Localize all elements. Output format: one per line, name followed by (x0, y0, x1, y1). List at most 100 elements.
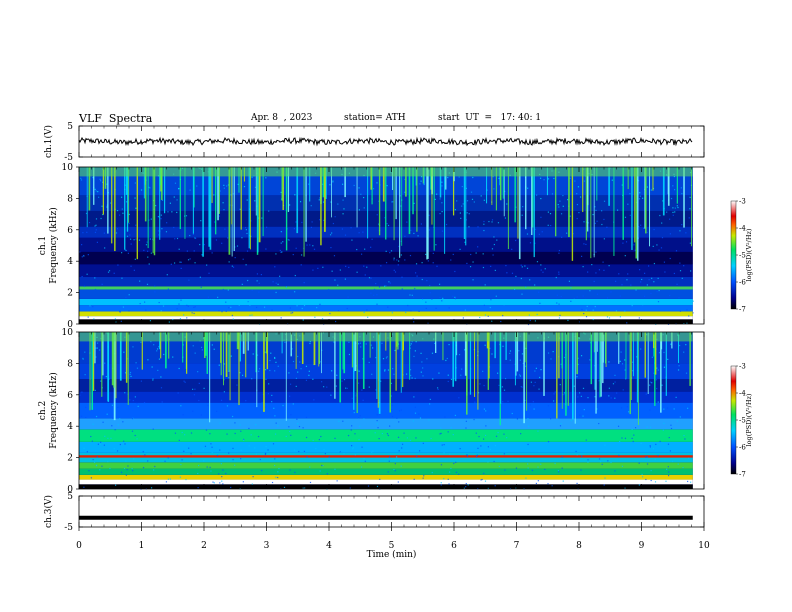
spectrogram-speckle (203, 460, 205, 462)
spectrogram-speckle (219, 190, 221, 192)
spectrogram-speckle (440, 464, 443, 466)
spectrogram-speckle (121, 277, 123, 279)
spectrogram-speckle (634, 249, 636, 251)
spectrogram-speckle (360, 193, 362, 195)
spectrogram-speckle (525, 286, 527, 288)
spectrogram-speckle (249, 304, 251, 306)
spectrogram-speckle (527, 323, 530, 326)
spectrogram-speckle (261, 469, 263, 472)
spectrogram-speckle (113, 272, 115, 274)
spectrogram-speckle (410, 310, 412, 312)
spectrogram-speckle (612, 383, 615, 385)
spectrogram-speckle (556, 302, 558, 304)
spectrogram-speckle (382, 302, 385, 304)
spectrogram-speckle (192, 345, 194, 347)
spectrogram-speckle (231, 265, 233, 267)
spectrogram-speckle (223, 391, 226, 393)
spectrogram-speckle (358, 370, 360, 372)
spectrogram-speckle (529, 242, 532, 244)
spectrogram-speckle (629, 193, 631, 195)
spectrogram-speckle (292, 403, 294, 405)
spectrogram-speckle (576, 376, 578, 378)
spectrogram-speckle (569, 177, 571, 179)
spectrogram-speckle (484, 344, 486, 346)
spectrogram-speckle (180, 463, 182, 466)
spectrogram-speckle (538, 291, 540, 293)
spectrogram-speckle (404, 178, 406, 181)
spectrogram-speckle (414, 377, 416, 380)
spectrogram-speckle (115, 484, 117, 486)
spectrogram-speckle (234, 257, 236, 259)
xtick-label: 1 (139, 541, 145, 551)
spectrogram-speckle (101, 465, 103, 467)
spectrogram-speckle (80, 177, 82, 179)
spectrogram-speckle (426, 358, 428, 360)
spectrogram-speckle (654, 458, 656, 460)
spectrogram-speckle (123, 351, 125, 353)
spectrogram-speckle (108, 270, 111, 272)
spectrogram-speckle (322, 266, 324, 268)
spectrogram-topband (79, 167, 693, 177)
spectrogram-speckle (219, 422, 221, 424)
spectrogram-speckle (254, 186, 257, 188)
spectrogram-speckle (614, 381, 616, 383)
spectrogram-speckle (302, 427, 304, 429)
spectrogram-speckle (394, 271, 397, 273)
spectrogram-speckle (321, 464, 323, 467)
spectrogram-speckle (96, 241, 99, 243)
spectrogram-speckle (236, 245, 239, 247)
spectrogram-speckle (331, 370, 333, 372)
spectrogram-speckle (161, 228, 163, 230)
spectrogram-speckle (439, 297, 441, 299)
spectrogram-speckle (502, 401, 504, 403)
spectrogram-speckle (533, 408, 535, 410)
spectrogram-speckle (220, 399, 223, 401)
spectrogram-speckle (213, 482, 215, 484)
spectrogram-speckle (250, 434, 252, 436)
spectrogram-speckle (290, 312, 292, 314)
spectrogram-speckle (227, 289, 229, 291)
spectrogram-speckle (614, 397, 616, 399)
spectrogram-speckle (264, 452, 267, 455)
spectrogram-speckle (655, 379, 658, 381)
spectrogram-speckle (428, 214, 430, 216)
spectrogram-speckle (329, 234, 332, 236)
spectrogram-speckle (257, 435, 260, 438)
spectrogram-speckle (83, 285, 86, 287)
spectrogram-speckle (536, 194, 538, 196)
spectrogram-speckle (317, 267, 319, 269)
spectrogram-speckle (94, 188, 96, 190)
spectrogram-speckle (309, 244, 311, 246)
spectrogram-speckle (656, 244, 658, 246)
spectrogram-speckle (494, 445, 497, 447)
spectrogram-speckle (619, 316, 621, 318)
spectrogram-speckle (251, 289, 253, 291)
spectrogram-speckle (530, 381, 533, 383)
spectrogram-speckle (313, 399, 315, 401)
spectrogram-speckle (459, 248, 461, 250)
spectrogram-speckle (504, 469, 506, 471)
spectrogram-speckle (95, 218, 98, 220)
spectrogram-speckle (107, 437, 109, 439)
spectrogram-speckle (230, 486, 232, 489)
spectrogram-speckle (494, 485, 496, 487)
spectrogram-speckle (638, 226, 640, 228)
spectrogram-band (79, 289, 693, 299)
spectrogram-speckle (193, 312, 195, 315)
spectrogram-speckle (493, 243, 495, 246)
spectrogram-speckle (256, 280, 258, 282)
spectrogram-speckle (498, 384, 500, 386)
spectrogram-speckle (666, 407, 669, 409)
ytick-label: 10 (62, 328, 74, 338)
spectrogram-speckle (93, 318, 95, 320)
spectrogram-speckle (506, 437, 508, 439)
spectrogram-speckle (358, 187, 360, 189)
spectrogram-speckle (102, 213, 104, 216)
spectrogram-speckle (576, 482, 578, 485)
spectrogram-speckle (559, 200, 561, 202)
spectrogram-speckle (519, 375, 522, 377)
spectrogram-speckle (682, 467, 684, 469)
spectrogram-speckle (677, 206, 679, 209)
spectrogram-speckle (502, 345, 504, 347)
spectrogram-speckle (309, 342, 311, 345)
